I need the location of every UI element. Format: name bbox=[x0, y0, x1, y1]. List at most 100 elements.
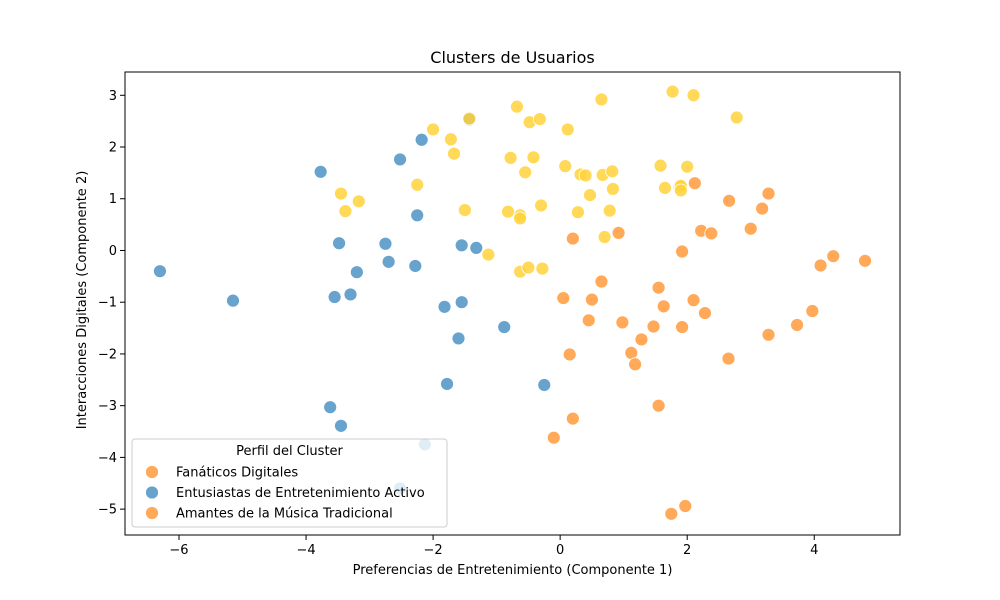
data-point bbox=[673, 183, 688, 198]
y-tick-label: −1 bbox=[98, 296, 117, 311]
series-1 bbox=[153, 112, 552, 496]
data-point bbox=[534, 198, 548, 213]
data-point bbox=[535, 261, 550, 276]
data-point bbox=[414, 132, 429, 147]
data-point bbox=[704, 226, 719, 241]
data-point bbox=[653, 158, 668, 173]
data-point bbox=[451, 331, 466, 346]
data-point bbox=[594, 92, 609, 107]
data-point bbox=[410, 208, 425, 223]
data-point bbox=[378, 236, 393, 251]
data-point bbox=[532, 112, 547, 126]
data-point bbox=[510, 99, 524, 114]
data-point bbox=[858, 253, 872, 268]
data-point bbox=[454, 238, 469, 253]
data-point bbox=[447, 146, 461, 161]
y-tick-label: 2 bbox=[109, 141, 117, 156]
data-point bbox=[790, 318, 804, 332]
data-point bbox=[611, 225, 626, 240]
data-point bbox=[443, 132, 458, 147]
data-point bbox=[721, 351, 736, 366]
data-point bbox=[571, 205, 585, 220]
legend-marker bbox=[145, 465, 159, 479]
data-point bbox=[634, 332, 649, 347]
data-point bbox=[743, 221, 758, 236]
y-axis-ticks: −5 −4 −3 −2 −1 0 1 2 3 bbox=[98, 89, 125, 518]
y-tick-label: −2 bbox=[98, 347, 117, 362]
data-point bbox=[518, 165, 533, 180]
data-point bbox=[501, 204, 515, 219]
legend-box bbox=[131, 438, 448, 528]
data-point bbox=[349, 265, 364, 280]
data-point bbox=[323, 400, 338, 415]
data-point bbox=[594, 274, 609, 289]
legend-items: Fanáticos Digitales Entusiastas de Entret… bbox=[145, 465, 425, 522]
data-point bbox=[334, 186, 348, 201]
data-point bbox=[585, 292, 599, 307]
data-point bbox=[646, 319, 661, 334]
data-point bbox=[537, 378, 552, 392]
data-point bbox=[338, 204, 353, 219]
data-point bbox=[351, 194, 366, 209]
data-point bbox=[615, 315, 630, 330]
data-point bbox=[826, 249, 841, 264]
data-point bbox=[658, 180, 672, 195]
data-point bbox=[761, 327, 776, 342]
data-point bbox=[698, 306, 712, 320]
data-point bbox=[334, 418, 348, 433]
data-point bbox=[651, 280, 666, 295]
data-point bbox=[675, 244, 690, 259]
data-point bbox=[578, 168, 593, 183]
data-point bbox=[805, 304, 820, 318]
plot-frame bbox=[124, 71, 901, 536]
data-point bbox=[565, 231, 580, 246]
legend-label: Fanáticos Digitales bbox=[176, 466, 298, 481]
data-point bbox=[761, 186, 776, 201]
data-point bbox=[410, 177, 425, 192]
data-point bbox=[153, 264, 167, 279]
y-tick-label: 0 bbox=[109, 244, 117, 259]
y-tick-label: 3 bbox=[109, 89, 117, 104]
data-point bbox=[651, 398, 666, 413]
data-point bbox=[521, 260, 536, 275]
data-point bbox=[381, 254, 396, 269]
data-point bbox=[664, 506, 679, 521]
data-point bbox=[656, 299, 671, 314]
data-point bbox=[454, 295, 469, 310]
data-point bbox=[687, 176, 702, 191]
legend-marker bbox=[145, 485, 159, 500]
data-point bbox=[481, 247, 496, 262]
data-point bbox=[560, 122, 575, 137]
data-point bbox=[729, 110, 744, 125]
data-point bbox=[755, 201, 770, 216]
data-point bbox=[558, 159, 573, 174]
data-point bbox=[813, 258, 828, 273]
data-point bbox=[503, 150, 518, 165]
data-point bbox=[565, 411, 580, 426]
x-tick-label: −6 bbox=[169, 543, 188, 558]
data-point bbox=[462, 111, 477, 126]
x-tick-label: −2 bbox=[424, 543, 443, 558]
data-point bbox=[426, 122, 440, 137]
y-tick-label: −4 bbox=[98, 451, 117, 466]
data-point bbox=[469, 240, 484, 255]
y-tick-label: 1 bbox=[109, 192, 117, 207]
data-point bbox=[332, 236, 346, 251]
data-point bbox=[675, 320, 690, 334]
x-axis-ticks: −6 −4 −2 0 2 4 bbox=[169, 535, 818, 558]
data-point bbox=[327, 290, 342, 304]
data-point bbox=[605, 182, 620, 196]
data-point bbox=[581, 313, 596, 328]
data-point bbox=[440, 377, 454, 391]
x-tick-label: −4 bbox=[296, 543, 315, 558]
x-axis-label: Preferencias de Entretenimiento (Compone… bbox=[353, 563, 673, 578]
series-0 bbox=[546, 176, 872, 521]
data-point bbox=[597, 230, 612, 244]
data-point bbox=[556, 291, 571, 305]
data-point bbox=[605, 164, 620, 179]
data-point bbox=[686, 293, 701, 308]
x-tick-label: 2 bbox=[683, 543, 691, 558]
data-point bbox=[457, 203, 472, 218]
x-tick-label: 4 bbox=[810, 543, 818, 558]
